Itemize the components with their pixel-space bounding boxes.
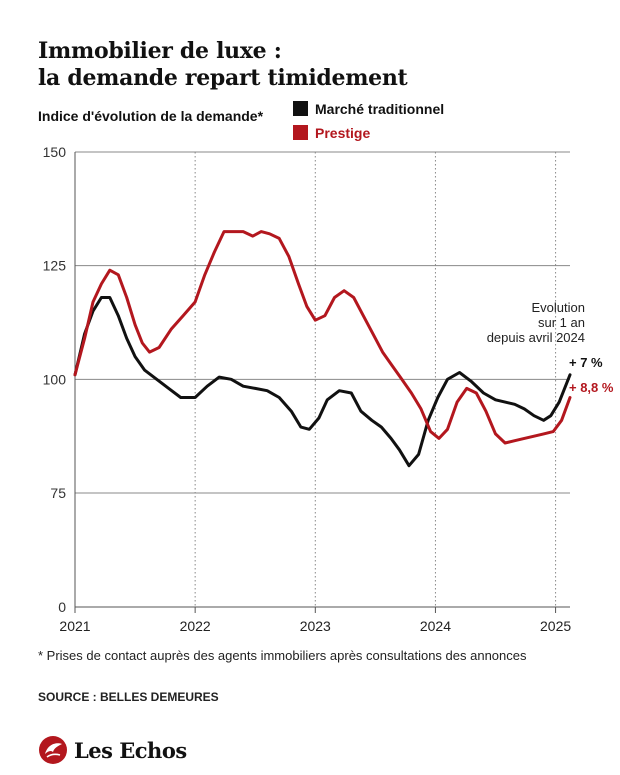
legend-item-traditional: Marché traditionnel bbox=[293, 98, 444, 119]
x-tick-label: 2024 bbox=[420, 618, 451, 634]
chart-title: Immobilier de luxe : la demande repart t… bbox=[38, 38, 408, 92]
x-tick-label: 2021 bbox=[59, 618, 90, 634]
footnote: * Prises de contact auprès des agents im… bbox=[38, 648, 527, 663]
x-tick-label: 2022 bbox=[180, 618, 211, 634]
y-tick-label: 75 bbox=[50, 485, 66, 501]
x-tick-label: 2023 bbox=[300, 618, 331, 634]
annotation-line: Evolution bbox=[532, 300, 585, 315]
legend-label-traditional: Marché traditionnel bbox=[315, 100, 445, 117]
label-prestige-change: + 8,8 % bbox=[569, 380, 614, 395]
chart-subtitle: Indice d'évolution de la demande* bbox=[38, 108, 264, 124]
legend-item-prestige: Prestige bbox=[293, 122, 444, 143]
brand-name: Les Echos bbox=[74, 737, 187, 763]
x-tick-label: 2025 bbox=[540, 618, 571, 634]
legend-swatch-traditional bbox=[293, 101, 308, 116]
y-tick-label: 0 bbox=[58, 599, 66, 615]
label-traditional-change: + 7 % bbox=[569, 355, 603, 370]
series-line-traditional bbox=[73, 296, 572, 468]
y-tick-label: 100 bbox=[43, 371, 67, 387]
series-line-prestige bbox=[73, 230, 572, 445]
annotation-line: sur 1 an bbox=[538, 315, 585, 330]
y-tick-label: 150 bbox=[43, 144, 67, 160]
y-tick-label: 125 bbox=[43, 258, 67, 274]
brand-logo: Les Echos bbox=[38, 735, 187, 765]
legend-label-prestige: Prestige bbox=[315, 124, 371, 141]
legend-swatch-prestige bbox=[293, 125, 308, 140]
legend: Marché traditionnel Prestige bbox=[293, 98, 444, 146]
title-line-2: la demande repart timidement bbox=[38, 65, 408, 91]
source-credit: SOURCE : BELLES DEMEURES bbox=[38, 690, 219, 704]
title-line-1: Immobilier de luxe : bbox=[38, 38, 282, 64]
line-chart: 0 75 100 125 150 2021 2022 2023 2024 2025 Evolutio… bbox=[43, 144, 614, 634]
les-echos-leaf-icon bbox=[39, 736, 67, 764]
annotation-line: depuis avril 2024 bbox=[487, 330, 585, 345]
